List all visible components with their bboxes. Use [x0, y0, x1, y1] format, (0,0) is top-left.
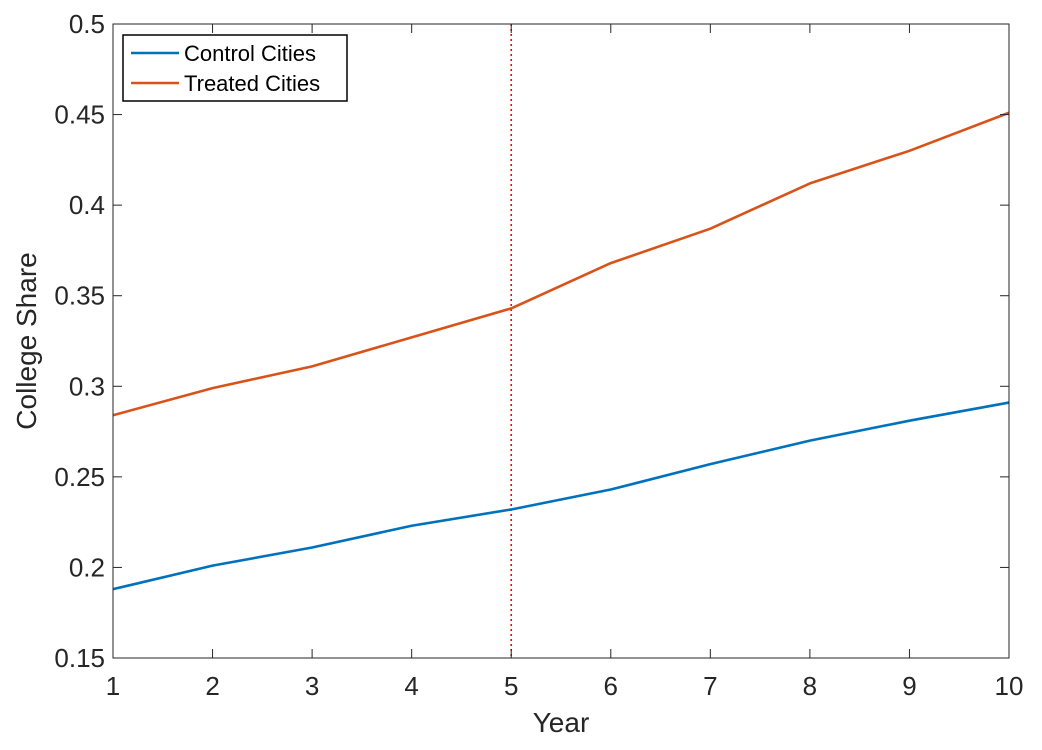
plot-frame: [112, 23, 1010, 659]
x-tick-label: 6: [604, 671, 618, 701]
series-line-treated-cities: [112, 111, 1010, 417]
legend-box: [122, 34, 348, 102]
legend-label: Control Cities: [184, 41, 316, 66]
x-tick-label: 3: [305, 671, 319, 701]
y-tick-label: 0.35: [54, 281, 105, 311]
y-tick-label: 0.5: [69, 9, 105, 39]
legend: Control Cities Treated Cities: [122, 34, 348, 102]
x-tick-label: 5: [504, 671, 518, 701]
x-tick-label: 8: [803, 671, 817, 701]
x-tick-label: 1: [106, 671, 120, 701]
series-layer: [112, 111, 1010, 591]
legend-label: Treated Cities: [184, 71, 320, 96]
x-tick-label: 7: [703, 671, 717, 701]
y-tick-label: 0.4: [69, 190, 105, 220]
y-tick-label: 0.3: [69, 371, 105, 401]
y-tick-label: 0.2: [69, 552, 105, 582]
y-tick-label: 0.45: [54, 100, 105, 130]
tick-label-layer: 1 2 3 4 5 6 7 8 9 10 0.15 0.2 0.25 0.3 0.35 0.4 0.45 0.5: [54, 9, 1023, 701]
axes-layer: [112, 23, 1010, 659]
y-tick-label: 0.15: [54, 643, 105, 673]
x-axis-title: Year: [533, 707, 590, 738]
x-tick-label: 10: [995, 671, 1024, 701]
x-tick-label: 9: [902, 671, 916, 701]
y-axis-title: College Share: [11, 252, 42, 429]
series-line-control-cities: [112, 401, 1010, 591]
x-tick-label: 4: [404, 671, 418, 701]
x-tick-label: 2: [205, 671, 219, 701]
y-tick-label: 0.25: [54, 462, 105, 492]
